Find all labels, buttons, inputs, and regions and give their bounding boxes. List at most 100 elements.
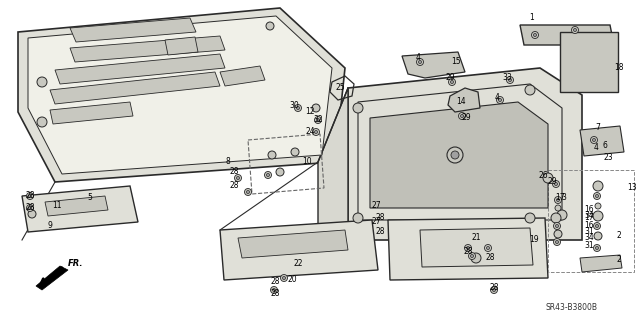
Circle shape [467, 247, 470, 249]
Text: 34: 34 [584, 234, 594, 242]
Text: 31: 31 [584, 227, 594, 236]
Circle shape [486, 247, 490, 249]
Text: 20: 20 [287, 276, 297, 285]
Text: 28: 28 [229, 181, 239, 189]
Polygon shape [358, 84, 562, 220]
Polygon shape [370, 102, 548, 208]
Text: 27: 27 [371, 218, 381, 226]
Text: 11: 11 [52, 201, 61, 210]
Circle shape [312, 129, 319, 136]
Circle shape [572, 26, 579, 33]
Circle shape [593, 138, 595, 142]
Circle shape [506, 77, 513, 84]
Circle shape [497, 97, 504, 103]
Circle shape [593, 192, 600, 199]
Circle shape [573, 28, 577, 32]
Circle shape [470, 255, 474, 257]
Polygon shape [520, 25, 614, 45]
Text: 29: 29 [461, 114, 471, 122]
Text: 8: 8 [226, 158, 230, 167]
Circle shape [28, 210, 36, 218]
Circle shape [266, 174, 269, 176]
Circle shape [264, 172, 271, 179]
Text: 28: 28 [270, 290, 280, 299]
Text: 29: 29 [547, 177, 557, 187]
Text: 16: 16 [584, 220, 594, 229]
Circle shape [280, 275, 287, 281]
Text: 28: 28 [489, 284, 499, 293]
Polygon shape [55, 54, 225, 84]
Circle shape [490, 286, 497, 293]
Circle shape [554, 239, 561, 246]
Polygon shape [560, 32, 618, 92]
Polygon shape [36, 266, 68, 290]
Circle shape [593, 181, 603, 191]
Circle shape [266, 22, 274, 30]
Circle shape [461, 115, 463, 117]
Text: 28: 28 [25, 191, 35, 201]
Text: 1: 1 [530, 13, 534, 23]
Text: 25: 25 [335, 84, 345, 93]
Circle shape [591, 137, 598, 144]
Text: 10: 10 [302, 158, 312, 167]
Text: 28: 28 [229, 167, 239, 176]
Circle shape [493, 288, 495, 292]
Text: 9: 9 [47, 220, 52, 229]
Polygon shape [28, 16, 332, 174]
Text: 12: 12 [305, 108, 315, 116]
Text: 34: 34 [584, 211, 594, 220]
Text: 33: 33 [502, 73, 512, 83]
Polygon shape [580, 126, 624, 156]
Circle shape [554, 230, 562, 238]
Circle shape [458, 113, 465, 120]
Polygon shape [420, 228, 533, 267]
Circle shape [447, 147, 463, 163]
Circle shape [26, 192, 33, 199]
Circle shape [557, 198, 559, 202]
Text: 2: 2 [616, 256, 621, 264]
Text: 4: 4 [415, 54, 420, 63]
Text: 24: 24 [305, 128, 315, 137]
Circle shape [557, 210, 567, 220]
Polygon shape [318, 88, 348, 240]
Text: 28: 28 [375, 213, 385, 222]
Circle shape [419, 61, 422, 63]
Circle shape [353, 103, 363, 113]
Circle shape [294, 105, 301, 112]
Polygon shape [238, 230, 348, 258]
Circle shape [595, 225, 598, 227]
Polygon shape [388, 218, 548, 280]
Text: 32: 32 [313, 115, 323, 124]
Text: 21: 21 [471, 234, 481, 242]
Circle shape [593, 211, 603, 221]
Circle shape [531, 32, 538, 39]
Circle shape [499, 99, 502, 101]
Circle shape [317, 118, 319, 122]
Circle shape [594, 232, 602, 240]
Text: FR.: FR. [68, 259, 83, 268]
Polygon shape [165, 37, 198, 55]
Text: 28: 28 [485, 254, 495, 263]
Polygon shape [348, 68, 582, 240]
Circle shape [593, 222, 600, 229]
Polygon shape [220, 220, 378, 280]
Circle shape [468, 253, 476, 259]
Circle shape [276, 168, 284, 176]
Circle shape [353, 213, 363, 223]
Circle shape [509, 78, 511, 81]
Polygon shape [448, 88, 480, 112]
Text: 4: 4 [593, 144, 598, 152]
Text: 27: 27 [371, 201, 381, 210]
Circle shape [449, 78, 456, 85]
Text: 3: 3 [561, 194, 566, 203]
Polygon shape [70, 36, 225, 62]
Circle shape [268, 151, 276, 159]
Circle shape [244, 189, 252, 196]
Polygon shape [45, 196, 108, 216]
Polygon shape [22, 186, 138, 232]
Circle shape [543, 173, 553, 183]
Text: 2: 2 [616, 232, 621, 241]
Circle shape [595, 247, 598, 249]
Polygon shape [402, 52, 465, 78]
Circle shape [29, 206, 31, 210]
